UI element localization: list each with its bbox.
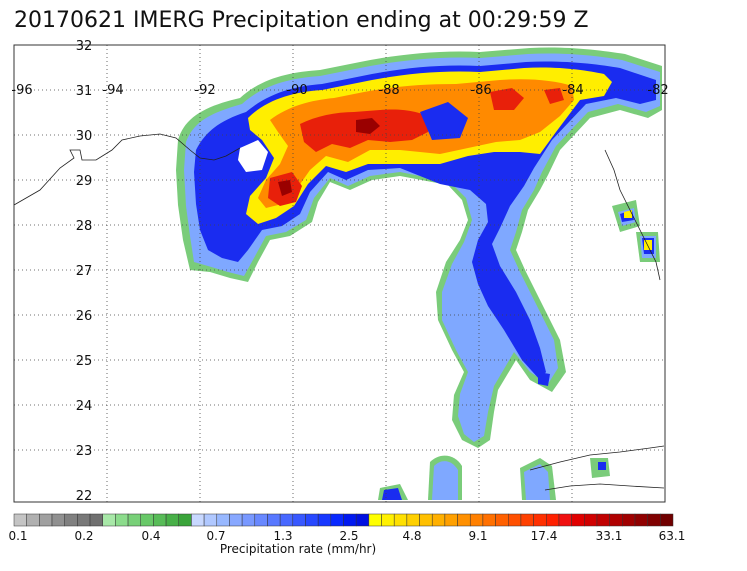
lat-label: 26: [76, 309, 93, 324]
colorbar-swatch: [355, 513, 370, 527]
lat-label: 27: [76, 264, 93, 279]
colorbar-swatch: [330, 513, 344, 527]
colorbar-swatch: [647, 513, 661, 527]
colorbar-swatch: [279, 513, 294, 527]
colorbar-swatch: [317, 513, 332, 527]
lon-label: -96: [11, 83, 32, 98]
colorbar-swatch: [444, 513, 458, 527]
colorbar-swatch: [229, 513, 243, 527]
colorbar-swatch: [165, 513, 180, 527]
colorbar-swatch: [558, 513, 572, 527]
colorbar-swatch: [596, 513, 610, 527]
lat-label: 29: [76, 174, 93, 189]
colorbar-swatch: [622, 513, 636, 527]
colorbar-tick-label: 33.1: [595, 529, 623, 543]
lon-label: -84: [562, 83, 583, 98]
colorbar-swatch: [153, 513, 167, 527]
lat-label: 30: [76, 129, 93, 144]
lat-label: 32: [76, 39, 93, 54]
colorbar-swatch: [203, 513, 218, 527]
colorbar-swatch: [584, 513, 598, 527]
colorbar-swatch: [381, 513, 395, 527]
lon-label: -86: [470, 83, 491, 98]
colorbar-swatch: [178, 513, 192, 527]
colorbar-swatch: [634, 513, 648, 527]
lat-label: 24: [76, 399, 93, 414]
lon-label: -90: [286, 83, 307, 98]
precip-darkred-band: [278, 118, 380, 196]
map-title: 20170621 IMERG Precipitation ending at 0…: [14, 8, 589, 33]
colorbar-swatch: [419, 513, 433, 527]
colorbar-swatch: [241, 513, 256, 527]
colorbar-tick-label: 9.1: [468, 529, 488, 543]
colorbar-swatch: [609, 513, 623, 527]
colorbar-swatch: [457, 513, 471, 527]
dry-patch: [238, 140, 268, 172]
colorbar-swatch: [102, 513, 116, 527]
precip-darkblue-patch: [420, 102, 468, 140]
colorbar-swatch: [343, 513, 357, 527]
lat-label: 31: [76, 84, 93, 99]
coastlines: [14, 133, 665, 491]
lon-label: -88: [378, 83, 399, 98]
colorbar-swatch: [431, 513, 446, 527]
colorbar-swatch: [406, 513, 420, 527]
colorbar-swatch: [89, 513, 103, 527]
colorbar-swatch: [191, 513, 205, 527]
lon-labels: -96 -94 -92 -90 -88 -86 -84 -82: [11, 83, 668, 98]
colorbar-swatch: [292, 513, 306, 527]
colorbar-tick-label: 0.4: [141, 529, 161, 543]
lon-label: -94: [102, 83, 123, 98]
colorbar-swatch: [660, 513, 674, 527]
colorbar: [13, 513, 674, 527]
colorbar-swatch: [51, 513, 65, 527]
colorbar-swatch: [39, 513, 53, 527]
colorbar-swatch: [115, 513, 129, 527]
colorbar-swatch: [216, 513, 230, 527]
colorbar-swatch: [254, 513, 268, 527]
colorbar-swatch: [482, 513, 496, 527]
colorbar-tick-label: 2.5: [339, 529, 359, 543]
colorbar-swatch: [13, 513, 27, 527]
precip-field: [176, 47, 662, 500]
lat-label: 22: [76, 489, 93, 504]
graticule: [14, 45, 665, 502]
colorbar-swatch: [469, 513, 484, 527]
colorbar-tick-label: 17.4: [530, 529, 558, 543]
colorbar-swatch: [368, 513, 382, 527]
colorbar-swatch: [571, 513, 585, 527]
colorbar-swatch: [546, 513, 560, 527]
colorbar-swatch: [127, 513, 141, 527]
lat-label: 25: [76, 354, 93, 369]
colorbar-tick-label: 0.2: [74, 529, 94, 543]
lat-label: 28: [76, 219, 93, 234]
colorbar-swatch: [495, 513, 509, 527]
colorbar-swatch: [508, 513, 522, 527]
colorbar-swatch: [520, 513, 534, 527]
lon-label: -82: [647, 83, 668, 98]
colorbar-tick-label: 0.7: [206, 529, 226, 543]
colorbar-swatch: [393, 513, 408, 527]
precip-orange-band: [258, 79, 574, 208]
colorbar-swatch: [533, 513, 547, 527]
colorbar-swatch: [64, 513, 78, 527]
colorbar-swatch: [305, 513, 319, 527]
colorbar-swatch: [26, 513, 40, 527]
colorbar-tick-label: 1.3: [273, 529, 293, 543]
colorbar-swatch: [140, 513, 154, 527]
colorbar-tick-label: 0.1: [8, 529, 28, 543]
colorbar-swatch: [267, 513, 281, 527]
colorbar-tick-label: 63.1: [658, 529, 686, 543]
colorbar-tick-label: 4.8: [402, 529, 422, 543]
map-frame: [13, 44, 666, 503]
lat-labels: 32 31 30 29 28 27 26 25 24 23 22: [76, 39, 93, 504]
lon-label: -92: [194, 83, 215, 98]
colorbar-title: Precipitation rate (mm/hr): [219, 542, 377, 556]
lat-label: 23: [76, 444, 93, 459]
colorbar-swatch: [77, 513, 91, 527]
